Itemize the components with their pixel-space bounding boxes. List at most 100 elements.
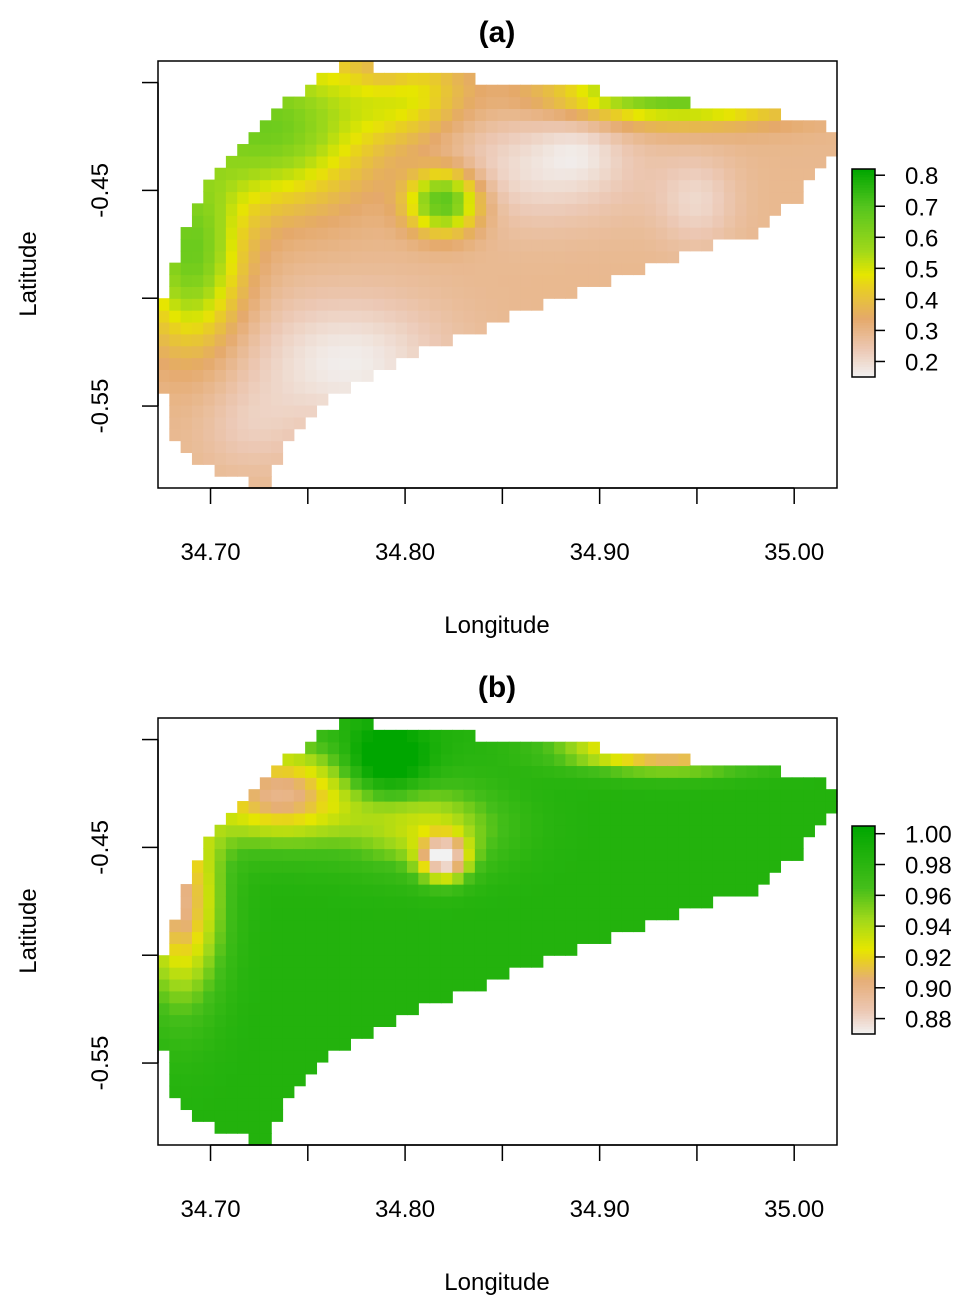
heatmap-cell (293, 1014, 306, 1027)
heatmap-cell (350, 120, 363, 133)
heatmap-cell (384, 741, 397, 755)
heatmap-cell (554, 227, 566, 240)
heatmap-cell (576, 777, 589, 790)
heatmap-cell (305, 978, 318, 992)
heatmap-cell (214, 274, 227, 287)
heatmap-cell (406, 250, 419, 264)
heatmap-cell (452, 824, 465, 838)
heatmap-cell (225, 262, 238, 276)
heatmap-cell (282, 132, 295, 145)
heatmap-cell (259, 955, 272, 968)
heatmap-cell (667, 144, 680, 157)
heatmap-cell (565, 96, 578, 110)
legend-frame (851, 825, 876, 1035)
heatmap-cell (735, 860, 748, 873)
heatmap-cell (180, 1038, 193, 1051)
heatmap-cell (384, 729, 397, 743)
heatmap-cell (497, 967, 510, 980)
heatmap-cell (316, 108, 329, 121)
heatmap-cell (395, 191, 408, 204)
heatmap-cell (259, 476, 272, 489)
heatmap-cell (271, 120, 284, 133)
heatmap-cell (689, 789, 702, 802)
heatmap-cell (463, 907, 476, 921)
heatmap-cell (259, 144, 272, 157)
legend-tick-label: 0.6 (905, 225, 938, 252)
heatmap-cell (621, 848, 634, 861)
heatmap-cell (271, 919, 284, 933)
heatmap-cell (248, 357, 261, 370)
heatmap-cell (655, 203, 668, 216)
heatmap-cell (667, 789, 680, 802)
heatmap-cell (746, 179, 759, 193)
heatmap-cell (293, 238, 306, 252)
heatmap-cell (248, 978, 261, 992)
heatmap-cell (395, 274, 408, 287)
heatmap-cell (440, 777, 453, 790)
heatmap-cell (746, 144, 759, 157)
heatmap-cell (180, 884, 193, 897)
heatmap-cell (610, 132, 623, 145)
heatmap-cell (293, 108, 306, 121)
heatmap-cell (339, 238, 351, 252)
heatmap-cell (282, 1085, 295, 1099)
heatmap-cell (757, 108, 770, 121)
heatmap-cell (259, 1014, 272, 1027)
heatmap-cell (327, 286, 340, 299)
heatmap-cell (769, 191, 782, 204)
heatmap-cell (723, 789, 736, 802)
heatmap-cell (214, 1038, 227, 1051)
heatmap-cell (418, 907, 431, 921)
heatmap-cell (271, 345, 284, 359)
heatmap-cell (350, 967, 363, 980)
heatmap-cell (429, 777, 442, 790)
heatmap-cell (237, 250, 250, 264)
heatmap-cell (406, 765, 419, 778)
heatmap-cell (565, 884, 578, 897)
heatmap-cell (282, 120, 295, 133)
heatmap-cell (361, 777, 374, 790)
heatmap-cell (814, 789, 827, 802)
heatmap-cell (644, 860, 657, 873)
heatmap-cell (373, 333, 385, 347)
heatmap-cell (769, 824, 782, 838)
heatmap-cell (259, 393, 272, 406)
heatmap-cell (621, 132, 634, 145)
heatmap-cell (305, 333, 318, 347)
heatmap-cell (169, 310, 182, 323)
heatmap-cell (191, 357, 204, 370)
heatmap-cell (259, 848, 272, 861)
legend-color-step (852, 875, 875, 879)
heatmap-cell (588, 274, 600, 287)
heatmap-cell (361, 167, 374, 181)
heatmap-cell (655, 860, 668, 873)
heatmap-cell (259, 120, 272, 133)
heatmap-cell (406, 310, 419, 323)
heatmap-cell (384, 286, 397, 299)
heatmap-cell (293, 227, 306, 240)
legend-tick-label: 0.98 (905, 853, 952, 880)
heatmap-cell (542, 227, 555, 240)
heatmap-cell (339, 357, 351, 370)
heatmap-cell (373, 836, 385, 850)
heatmap-cell (497, 884, 510, 897)
heatmap-cell (497, 801, 510, 814)
heatmap-cell (644, 215, 657, 228)
heatmap-cell (554, 931, 566, 944)
heatmap-cell (644, 753, 657, 767)
heatmap-cell (678, 144, 691, 157)
heatmap-cell (746, 777, 759, 790)
heatmap-cell (689, 824, 702, 838)
heatmap-cell (271, 765, 284, 778)
heatmap-cell (542, 765, 555, 778)
heatmap-cell (554, 884, 566, 897)
heatmap-cell (588, 848, 600, 861)
legend-color-step (852, 992, 875, 996)
heatmap-cell (214, 404, 227, 418)
heatmap-cell (633, 753, 646, 767)
legend-color-step (852, 922, 875, 926)
heatmap-cell (531, 274, 544, 287)
heatmap-cell (599, 812, 612, 826)
legend-color-step (852, 309, 875, 313)
heatmap-cell (361, 345, 374, 359)
